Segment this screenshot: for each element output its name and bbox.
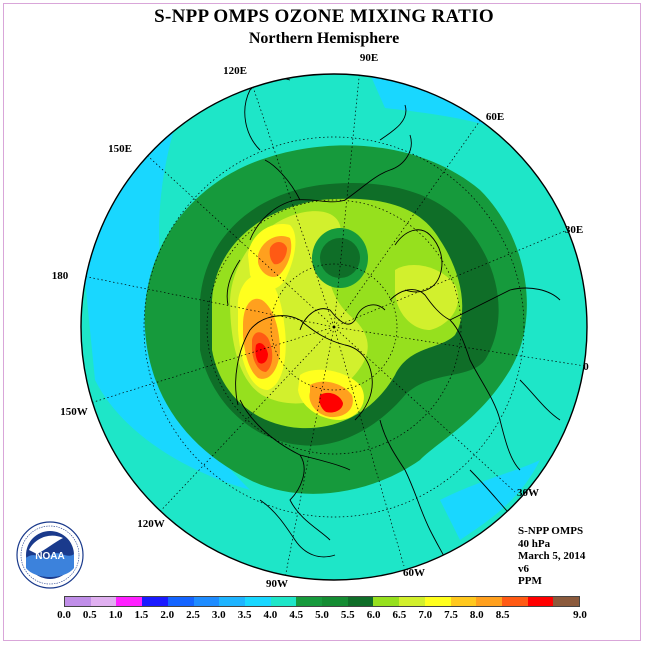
colorbar-tick-label: 8.5: [495, 609, 510, 621]
lon-label-150e: 150E: [108, 143, 132, 155]
colorbar-swatch: [142, 597, 168, 606]
ozone-field: [81, 74, 587, 580]
colorbar-swatch: [373, 597, 400, 606]
colorbar-tick-label: 4.5: [289, 609, 304, 621]
lon-label-30e: 30E: [565, 224, 583, 236]
chart-title: S-NPP OMPS OZONE MIXING RATIO: [154, 6, 494, 27]
field-8.5-south: [319, 392, 343, 413]
colorbar-swatch: [399, 597, 425, 606]
lon-label-90e: 90E: [360, 52, 378, 64]
colorbar-swatch: [296, 597, 323, 606]
colorbar-tick-label: 1.0: [108, 609, 123, 621]
colorbar-tick-label: 3.5: [237, 609, 252, 621]
colorbar-swatch: [90, 597, 117, 606]
colorbar-tick-label: 3.0: [211, 609, 226, 621]
colorbar-tick-label: 7.0: [418, 609, 433, 621]
colorbar-swatch: [553, 597, 580, 606]
colorbar-swatch: [219, 597, 245, 606]
field-3.0-north: [370, 74, 500, 130]
colorbar: [64, 596, 580, 607]
colorbar-swatch: [424, 597, 451, 606]
field-8.5-west: [255, 343, 268, 364]
colorbar-tick-label: 8.0: [469, 609, 484, 621]
lon-label-150w: 150W: [60, 406, 88, 418]
lon-label-120w: 120W: [137, 518, 165, 530]
colorbar-swatch: [501, 597, 528, 606]
colorbar-swatch: [450, 597, 477, 606]
colorbar-swatch: [527, 597, 554, 606]
info-units: PPM: [518, 575, 542, 587]
field-8.0-north: [269, 242, 287, 265]
field-3.0-west: [82, 110, 250, 490]
colorbar-tick-label: 6.0: [366, 609, 381, 621]
lon-label-180: 180: [52, 270, 69, 282]
colorbar-swatch: [65, 597, 91, 606]
colorbar-swatch: [347, 597, 374, 606]
colorbar-ticks: 0.0 0.5 1.0 1.5 2.0 2.5 3.0 3.5 4.0 4.5 5.0 5.5 6.0 6…: [57, 609, 587, 623]
colorbar-tick-label: 6.5: [392, 609, 407, 621]
figure-frame: [3, 3, 641, 641]
lon-label-60e: 60E: [486, 111, 504, 123]
colorbar-swatch: [476, 597, 502, 606]
logo-text: NOAA: [35, 551, 64, 562]
colorbar-swatch: [167, 597, 194, 606]
colorbar-swatch: [244, 597, 271, 606]
colorbar-tick-label: 2.5: [186, 609, 200, 621]
field-3.0-south: [440, 460, 540, 540]
field-low-core: [320, 238, 360, 278]
colorbar-tick-label: 0.0: [57, 609, 71, 621]
colorbar-tick-label: 0.5: [82, 609, 97, 621]
colorbar-swatch: [322, 597, 348, 606]
lon-label-90w: 90W: [266, 578, 288, 590]
lon-label-120e: 120E: [223, 65, 247, 77]
colorbar-swatch: [193, 597, 220, 606]
info-instrument: S-NPP OMPS: [518, 525, 584, 537]
colorbar-tick-label: 5.5: [340, 609, 355, 621]
colorbar-tick-label: 4.0: [263, 609, 278, 621]
noaa-logo: NOAA: [16, 521, 84, 589]
info-date: March 5, 2014: [518, 550, 586, 562]
lon-label-30w: 30W: [517, 487, 539, 499]
colorbar-tick-label: 2.0: [160, 609, 175, 621]
colorbar-tick-label: 7.5: [444, 609, 458, 621]
chart-subtitle: Northern Hemisphere: [248, 30, 400, 47]
lon-label-0: 0: [583, 361, 589, 373]
info-version: v6: [518, 562, 529, 575]
colorbar-swatch: [116, 597, 143, 606]
lon-label-60w: 60W: [403, 567, 425, 579]
info-level: 40 hPa: [518, 537, 551, 550]
colorbar-tick-label: 9.0: [573, 609, 587, 621]
info-block: S-NPP OMPS 40 hPa March 5, 2014 v6 PPM: [518, 525, 585, 588]
colorbar-tick-label: 1.5: [134, 609, 149, 621]
colorbar-swatch: [270, 597, 297, 606]
map-boundary: [80, 73, 588, 581]
graticule: [81, 74, 586, 579]
colorbar-tick-label: 5.0: [315, 609, 329, 621]
